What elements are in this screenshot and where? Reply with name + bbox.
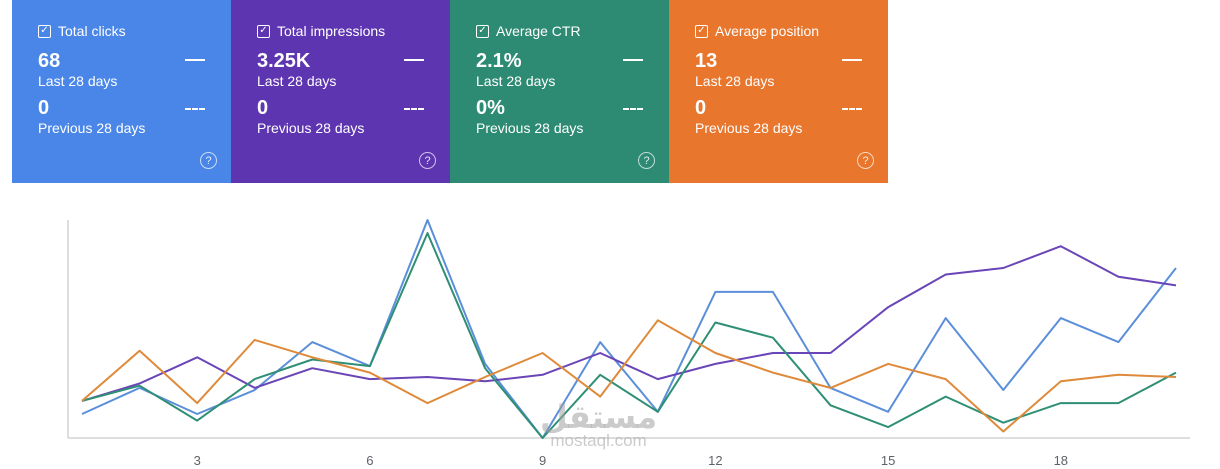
series-line-4	[81, 319, 1177, 433]
solid-line-icon	[404, 59, 424, 61]
checkbox-icon[interactable]: ✓	[476, 24, 489, 38]
metric-cards: ✓ Total clicks 68 Last 28 days 0 Previou…	[12, 0, 888, 183]
metric-label: Average CTR	[496, 23, 581, 39]
x-tick-label: 18	[1054, 453, 1068, 468]
metric-prev-period: Previous 28 days	[257, 120, 365, 136]
series-line-1	[81, 219, 1177, 439]
checkbox-icon[interactable]: ✓	[695, 24, 708, 38]
metric-prev-value: 0	[38, 97, 50, 119]
metric-prev-period: Previous 28 days	[695, 120, 803, 136]
metric-prev-value: 0%	[476, 97, 505, 119]
metric-value: 68	[38, 50, 61, 72]
solid-line-icon	[623, 59, 643, 61]
dashed-line-icon	[842, 108, 862, 110]
metric-card-total-clicks[interactable]: ✓ Total clicks 68 Last 28 days 0 Previou…	[12, 0, 231, 183]
metric-card-average-position[interactable]: ✓ Average position 13 Last 28 days 0 Pre…	[669, 0, 888, 183]
help-icon[interactable]: ?	[419, 152, 436, 169]
series-line-3	[81, 232, 1177, 439]
metric-prev-period: Previous 28 days	[38, 120, 146, 136]
x-tick-label: 3	[194, 453, 201, 468]
dashed-line-icon	[185, 108, 205, 110]
metric-prev-value: 0	[257, 97, 269, 119]
checkbox-icon[interactable]: ✓	[257, 24, 270, 38]
metric-prev-value: 0	[695, 97, 707, 119]
metric-period: Last 28 days	[476, 73, 556, 89]
series-line-2	[81, 245, 1177, 402]
help-icon[interactable]: ?	[638, 152, 655, 169]
x-tick-label: 9	[539, 453, 546, 468]
metric-prev-period: Previous 28 days	[476, 120, 584, 136]
metric-value: 3.25K	[257, 50, 311, 72]
help-icon[interactable]: ?	[200, 152, 217, 169]
dashed-line-icon	[623, 108, 643, 110]
watermark-arabic: مستقل	[540, 398, 658, 436]
metric-period: Last 28 days	[257, 73, 337, 89]
watermark: مستقل mostaql.com	[540, 398, 658, 450]
x-tick-label: 6	[366, 453, 373, 468]
metric-value: 2.1%	[476, 50, 522, 72]
metric-period: Last 28 days	[695, 73, 775, 89]
metric-label: Average position	[715, 23, 820, 39]
solid-line-icon	[185, 59, 205, 61]
dashed-line-icon	[404, 108, 424, 110]
help-icon[interactable]: ?	[857, 152, 874, 169]
performance-line-chart: 3 6 9 12 15 18	[67, 219, 1190, 468]
metric-card-average-ctr[interactable]: ✓ Average CTR 2.1% Last 28 days 0% Previ…	[450, 0, 669, 183]
metric-period: Last 28 days	[38, 73, 118, 89]
x-tick-label: 15	[881, 453, 895, 468]
x-tick-label: 12	[708, 453, 722, 468]
metric-label: Total clicks	[58, 23, 126, 39]
solid-line-icon	[842, 59, 862, 61]
metric-card-total-impressions[interactable]: ✓ Total impressions 3.25K Last 28 days 0…	[231, 0, 450, 183]
metric-label: Total impressions	[277, 23, 386, 39]
checkbox-icon[interactable]: ✓	[38, 24, 51, 38]
metric-value: 13	[695, 50, 718, 72]
watermark-latin: mostaql.com	[550, 431, 647, 450]
